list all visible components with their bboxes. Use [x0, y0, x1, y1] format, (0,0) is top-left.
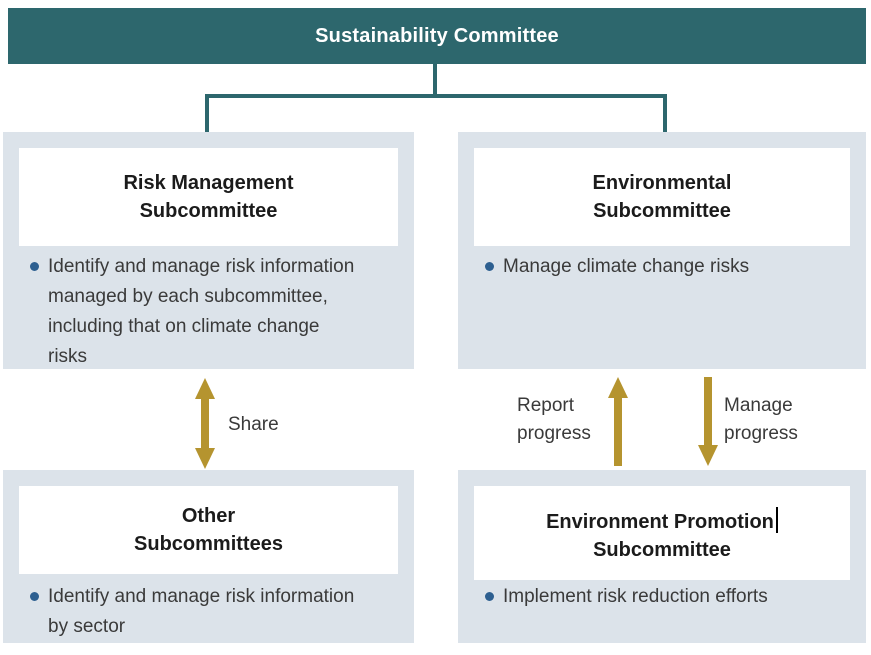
environmental-title-line1: Environmental [592, 172, 732, 194]
panel-environment-promotion-subcommittee: Environment Promotion Subcommittee Imple… [458, 470, 866, 643]
arrow-head-up-icon [195, 378, 215, 399]
arrow-shaft [201, 399, 209, 448]
report-progress-up-arrow-icon [608, 377, 628, 466]
environmental-bullet-item: Manage climate change risks [485, 252, 854, 282]
header-bar: Sustainability Committee [8, 8, 866, 64]
promotion-bullet-item: Implement risk reduction efforts [485, 582, 854, 612]
share-arrow-label: Share [228, 414, 279, 435]
environmental-title-box: Environmental Subcommittee [474, 148, 850, 246]
header-title: Sustainability Committee [315, 24, 559, 47]
promotion-title-line1: Environment Promotion [482, 502, 842, 536]
bullet-icon [30, 592, 39, 601]
bullet-icon [485, 592, 494, 601]
manage-progress-label: Manage progress [724, 395, 798, 444]
environmental-title-line2: Subcommittee [593, 200, 731, 222]
arrow-head-down-icon [195, 448, 215, 469]
environmental-bullet-text: Manage climate change risks [503, 256, 750, 277]
arrow-head-up-icon [608, 377, 628, 398]
panel-other-subcommittees: Other Subcommittees Identify and manage … [3, 470, 414, 643]
other-bullet-text: Identify and manage risk information by … [48, 586, 355, 637]
bullet-icon [485, 262, 494, 271]
arrow-shaft [614, 398, 622, 466]
text-cursor-artifact [775, 507, 778, 533]
report-progress-label: Report progress [517, 395, 591, 444]
other-title-line1: Other [181, 505, 236, 527]
risk-title-line2: Subcommittee [139, 200, 278, 222]
promotion-bullet-text: Implement risk reduction efforts [503, 586, 768, 607]
connector-drop-left [205, 94, 209, 132]
panel-environmental-subcommittee: Environmental Subcommittee Manage climat… [458, 132, 866, 369]
connector-drop-right [663, 94, 667, 132]
share-double-arrow-icon [195, 378, 215, 469]
panel-risk-management-subcommittee: Risk Management Subcommittee Identify an… [3, 132, 414, 369]
risk-bullet-text: Identify and manage risk information man… [48, 256, 355, 367]
manage-progress-down-arrow-icon [698, 377, 718, 466]
arrow-shaft [704, 377, 712, 445]
bullet-icon [30, 262, 39, 271]
connector-horizontal-bar [205, 94, 667, 98]
connector-vertical-stub [433, 64, 437, 96]
other-bullet-item: Identify and manage risk information by … [30, 582, 402, 642]
risk-title-line1: Risk Management [123, 172, 294, 194]
arrow-head-down-icon [698, 445, 718, 466]
risk-title-box: Risk Management Subcommittee [19, 148, 398, 246]
other-title-box: Other Subcommittees [19, 486, 398, 574]
promotion-title-line1-text: Environment Promotion [546, 511, 774, 533]
promotion-title-line2: Subcommittee [593, 539, 731, 561]
risk-bullet-item: Identify and manage risk information man… [30, 252, 402, 372]
promotion-title-box: Environment Promotion Subcommittee [474, 486, 850, 580]
other-title-line2: Subcommittees [134, 533, 283, 555]
